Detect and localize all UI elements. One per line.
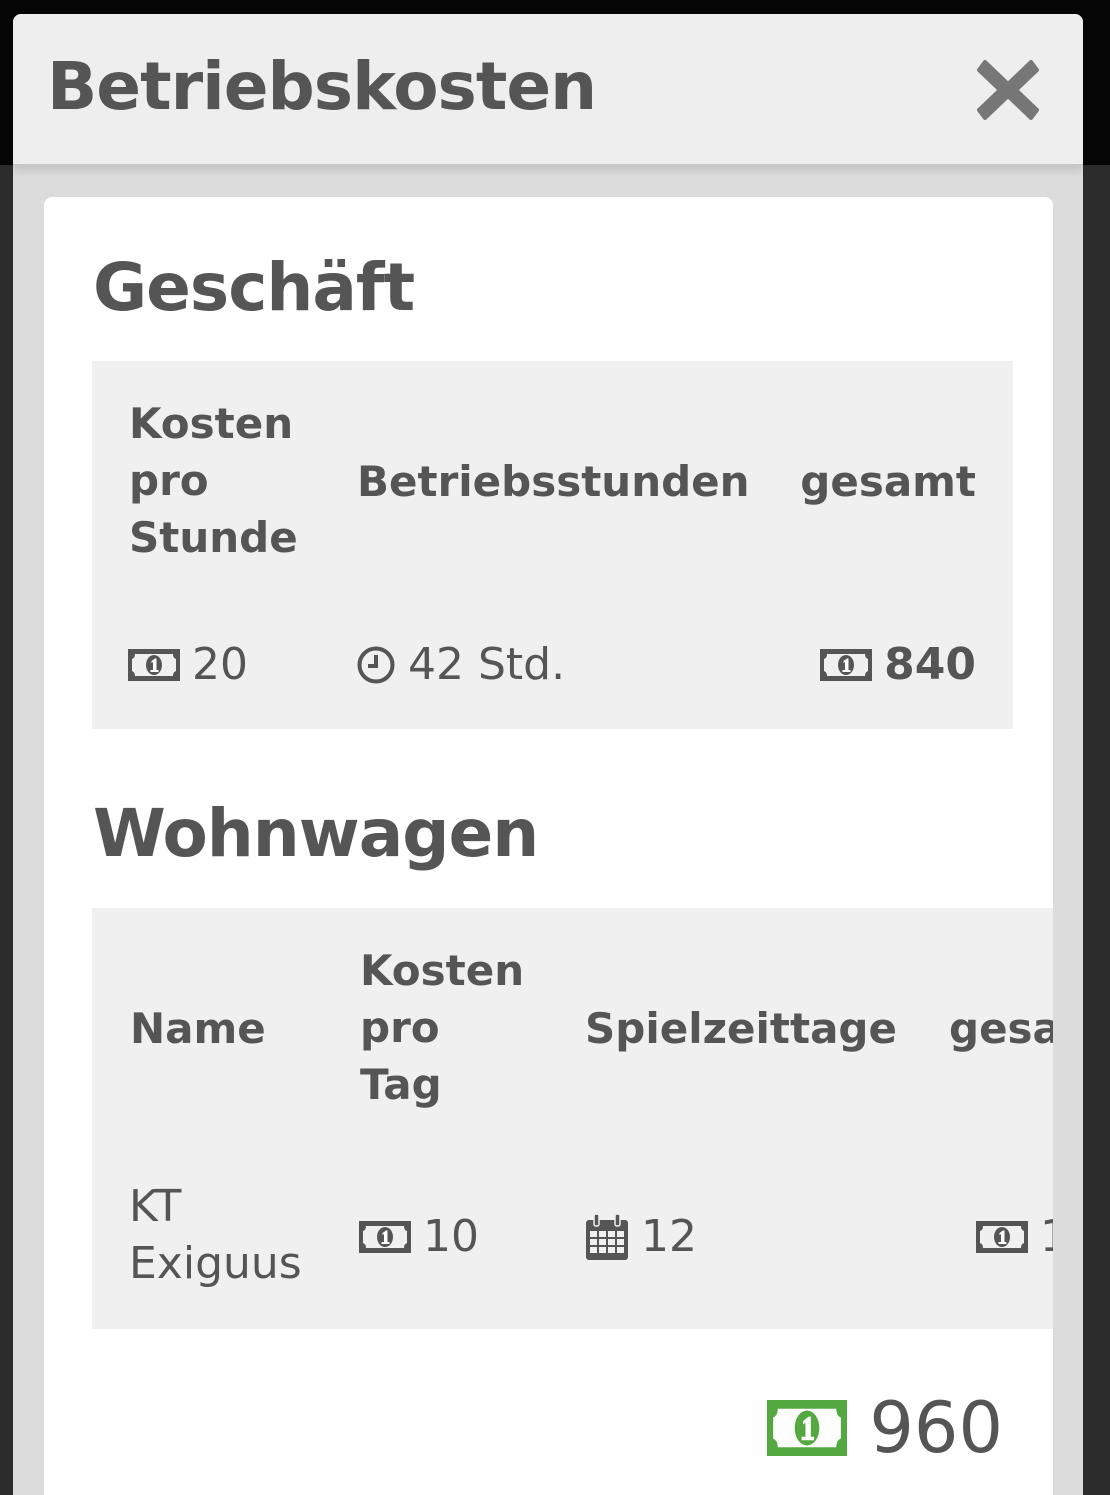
hours-value: 42 Std. <box>408 639 566 690</box>
grand-total-value: 960 <box>869 1387 1003 1469</box>
close-button[interactable] <box>975 54 1041 126</box>
header-hours: Betriebsstunden <box>357 457 750 506</box>
modal-title: Betriebskosten <box>47 48 597 125</box>
caravan-table: Name Kosten pro Tag Spielzeittage gesamt… <box>92 908 1053 1329</box>
operating-costs-modal: Betriebskosten Geschäft Kosten pro Stund… <box>13 14 1083 1495</box>
clock-icon <box>357 646 395 683</box>
header-cost-per-hour: Kosten pro Stunde <box>129 399 298 562</box>
cost-per-day-value: 10 <box>423 1211 479 1262</box>
close-icon <box>977 60 1039 120</box>
header-cost-per-day: Kosten pro Tag <box>360 946 525 1109</box>
calendar-icon <box>586 1212 628 1260</box>
money-icon <box>820 648 872 682</box>
caravan-name: KT Exiguus <box>129 1181 302 1289</box>
header-total: gesamt <box>949 1004 1053 1053</box>
business-table: Kosten pro Stunde Betriebsstunden gesamt… <box>92 361 1013 729</box>
section-title-caravan: Wohnwagen <box>93 795 539 872</box>
total-value: 120 <box>1040 1208 1053 1265</box>
header-name: Name <box>130 1004 266 1053</box>
cost-per-hour-value: 20 <box>192 639 248 690</box>
header-total: gesamt <box>800 457 976 506</box>
money-icon <box>976 1220 1028 1254</box>
modal-header: Betriebskosten <box>13 14 1083 166</box>
total-value: 840 <box>884 639 976 690</box>
money-icon <box>359 1220 411 1254</box>
grand-total: 960 <box>767 1387 1003 1469</box>
header-days: Spielzeittage <box>585 1004 897 1053</box>
days-value: 12 <box>641 1211 697 1262</box>
money-icon <box>767 1400 847 1456</box>
money-icon <box>128 648 180 682</box>
section-title-business: Geschäft <box>93 249 415 326</box>
content-card: Geschäft Kosten pro Stunde Betriebsstund… <box>44 197 1053 1495</box>
